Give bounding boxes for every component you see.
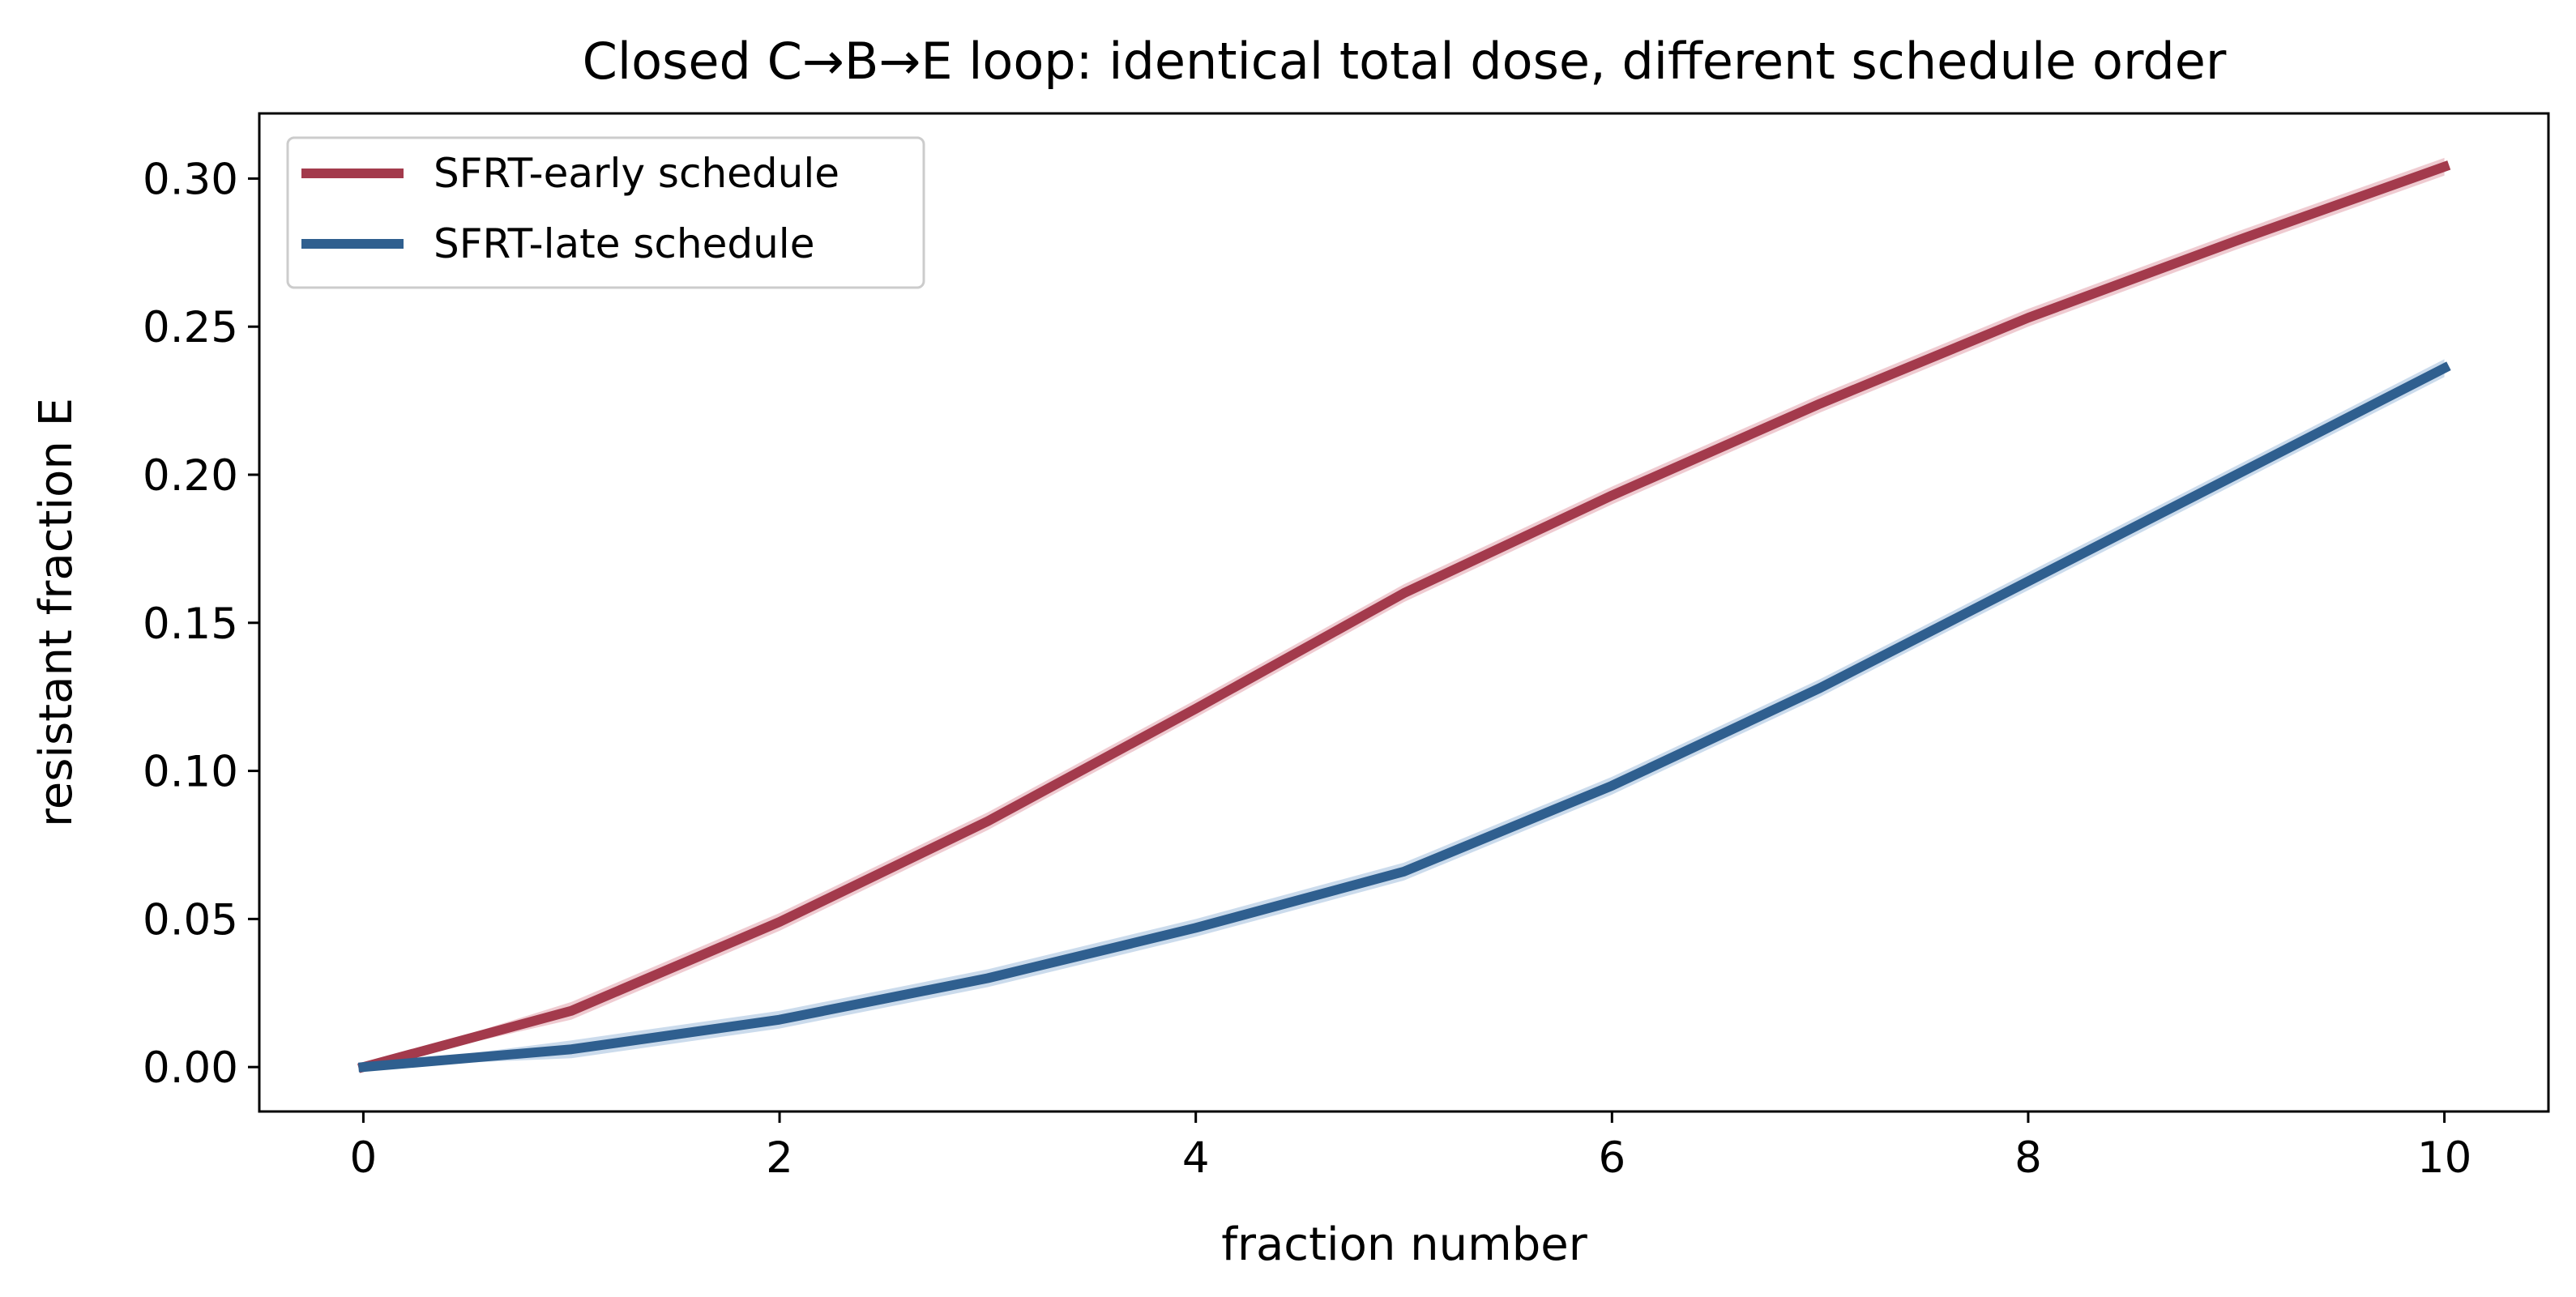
y-tick-label: 0.25	[143, 303, 238, 352]
y-axis-label: resistant fraction E	[30, 398, 83, 827]
x-tick-label: 4	[1182, 1133, 1210, 1183]
confidence-bands	[363, 157, 2445, 1068]
x-axis-label: fraction number	[1221, 1218, 1587, 1271]
y-tick-label: 0.15	[143, 599, 238, 649]
series-line-late	[357, 361, 2451, 1073]
x-tick-label: 10	[2417, 1133, 2471, 1183]
legend-label-late: SFRT-late schedule	[434, 220, 814, 267]
y-axis-ticks: 0.00 0.05 0.10 0.15 0.20 0.25 0.30	[143, 155, 259, 1093]
legend-box	[286, 136, 925, 289]
x-tick-label: 2	[766, 1133, 793, 1183]
plot-frame	[258, 112, 2550, 1113]
confidence-band-early	[363, 157, 2445, 1068]
series-lines	[357, 160, 2451, 1073]
legend-label-early: SFRT-early schedule	[434, 150, 839, 197]
y-tick-label: 0.20	[143, 451, 238, 501]
legend: SFRT-early schedule SFRT-late schedule	[286, 136, 925, 289]
series-line-early	[357, 160, 2451, 1073]
x-tick-label: 6	[1598, 1133, 1625, 1183]
y-tick-label: 0.10	[143, 748, 238, 797]
x-axis-ticks: 0 2 4 6 8 10	[350, 1111, 2471, 1183]
y-tick-label: 0.00	[143, 1043, 238, 1093]
y-tick-label: 0.05	[143, 895, 238, 945]
x-tick-label: 8	[2014, 1133, 2042, 1183]
chart-title: Closed C→B→E loop: identical total dose,…	[583, 32, 2227, 91]
x-tick-label: 0	[350, 1133, 378, 1183]
y-tick-label: 0.30	[143, 155, 238, 204]
